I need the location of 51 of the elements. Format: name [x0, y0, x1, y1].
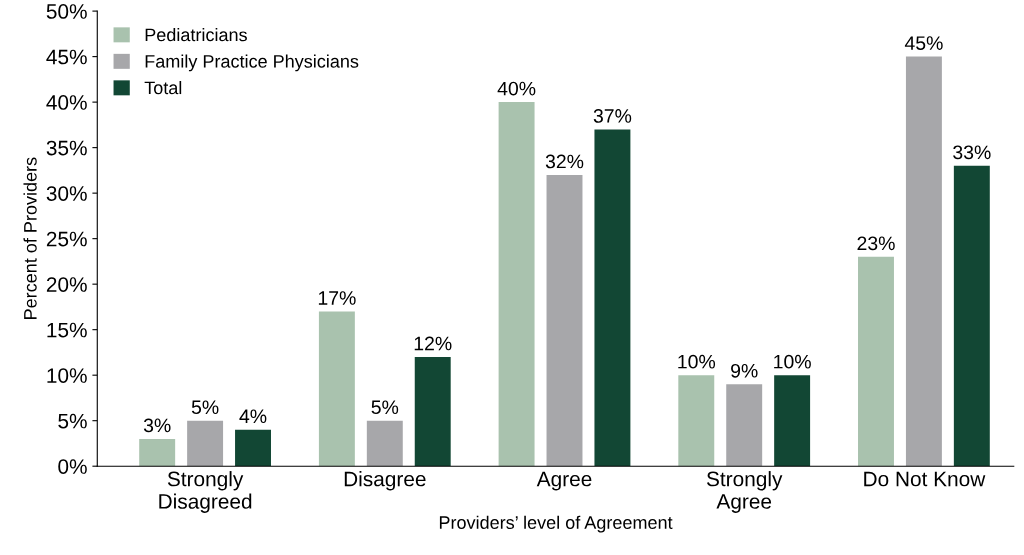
- data-label: 9%: [731, 363, 758, 378]
- bar: [187, 420, 224, 467]
- legend-label: Family Practice Physicians: [145, 54, 359, 72]
- y-tick-label: 30%: [46, 186, 87, 201]
- bar: [905, 56, 942, 467]
- data-label: 4%: [239, 409, 267, 424]
- bar: [953, 165, 990, 467]
- data-label: 10%: [774, 354, 811, 369]
- y-tick-label: 35%: [46, 140, 87, 156]
- y-axis-title: Percent of Providers: [23, 157, 37, 319]
- data-label: 33%: [953, 145, 991, 160]
- data-label: 37%: [593, 109, 632, 123]
- y-tick-label: 45%: [46, 49, 87, 65]
- legend-label: Total: [144, 80, 182, 95]
- bar: [774, 375, 811, 467]
- data-label: 40%: [497, 81, 536, 96]
- x-tick-label: Do Not Know: [864, 471, 986, 487]
- y-tick-label: 10%: [47, 368, 87, 383]
- data-label: 3%: [143, 418, 171, 433]
- bar: [414, 356, 451, 467]
- y-tick-label: 15%: [47, 322, 87, 338]
- bar: [594, 129, 631, 467]
- x-tick-label: Disagree: [344, 471, 426, 491]
- y-tick-label: 40%: [46, 95, 87, 110]
- data-label: 17%: [318, 291, 356, 305]
- bar: [366, 420, 403, 467]
- data-label: 10%: [678, 354, 716, 369]
- y-tick-label: 20%: [46, 277, 87, 292]
- bar: [235, 429, 271, 467]
- data-label: 5%: [371, 400, 399, 415]
- bar: [546, 174, 583, 467]
- bar: [726, 384, 763, 467]
- data-label: 12%: [414, 336, 452, 351]
- data-label: 5%: [191, 400, 219, 415]
- y-tick-label: 50%: [46, 4, 87, 19]
- data-label: 23%: [857, 236, 895, 251]
- x-tick-label: Strongly Agree: [706, 471, 783, 513]
- bar: [139, 438, 176, 467]
- data-label: 45%: [904, 36, 943, 50]
- x-tick-label: Agree: [536, 471, 592, 491]
- bar: [858, 256, 894, 467]
- y-tick-label: 5%: [58, 413, 87, 429]
- bar: [678, 375, 715, 467]
- bar: [498, 102, 535, 467]
- bar: [318, 311, 355, 467]
- x-tick-label: Strongly Disagreed: [159, 471, 252, 513]
- y-tick-label: 25%: [46, 231, 87, 247]
- legend-label: Pediatricians: [145, 27, 247, 42]
- x-axis-title: Providers’ level of Agreement: [439, 515, 673, 533]
- y-tick-label: 0%: [58, 459, 87, 474]
- data-label: 32%: [545, 154, 584, 169]
